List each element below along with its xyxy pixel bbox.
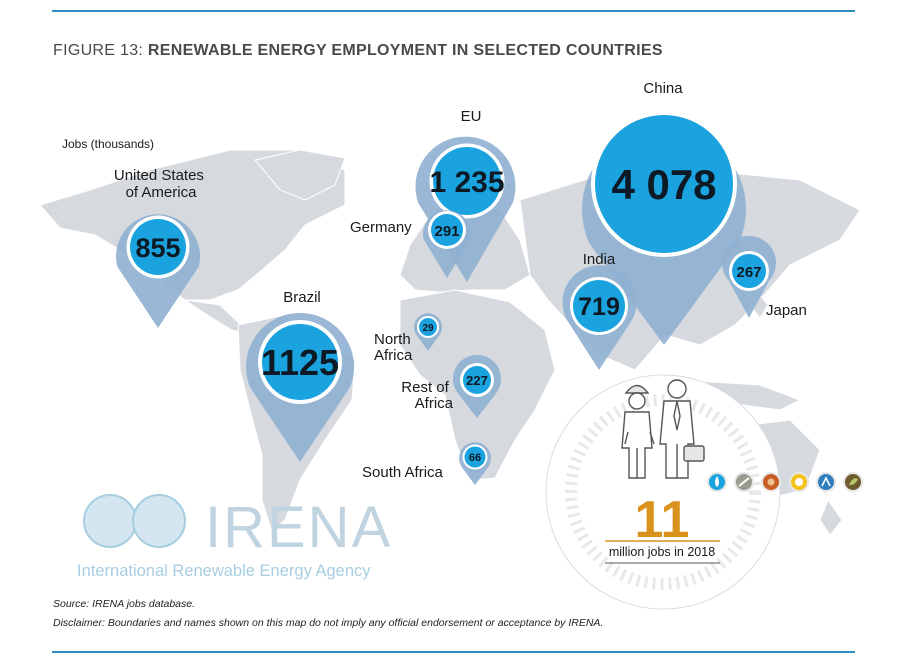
pin-japan[interactable]: 267 Japan: [722, 235, 807, 319]
geothermal-icon: [734, 472, 754, 492]
figure-label: FIGURE 13:: [53, 42, 144, 59]
pin-rest-of-africa-label: Rest of Africa: [401, 379, 453, 412]
pin-eu-value: 1 235: [429, 166, 504, 199]
sector-icons: [707, 472, 863, 492]
pin-north-africa-value: 29: [422, 323, 434, 334]
pin-china-label: China: [643, 80, 683, 97]
pin-north-africa-label-line-1: North: [374, 331, 411, 348]
figure-heading: RENEWABLE ENERGY EMPLOYMENT IN SELECTED …: [147, 42, 663, 59]
top-rule: [52, 10, 855, 12]
pin-south-africa[interactable]: 66 South Africa: [362, 442, 491, 485]
pin-brazil-value: 1125: [261, 342, 339, 383]
pin-germany[interactable]: 291 Germany: [350, 210, 471, 278]
pin-usa[interactable]: 855 United States of America: [114, 167, 208, 328]
biofuels-icon: [843, 472, 863, 492]
disclaimer-note: Disclaimer: Boundaries and names shown o…: [53, 617, 604, 629]
total-jobs-badge: 11 million jobs in 2018: [545, 374, 863, 610]
solar-icon: [789, 472, 809, 492]
total-jobs-value: 11: [635, 491, 690, 549]
pin-usa-value: 855: [135, 233, 180, 263]
pin-india-value: 719: [578, 293, 620, 321]
irena-infinity-globe-icon: [83, 494, 186, 548]
hydropower-icon: [707, 472, 727, 492]
unit-label: Jobs (thousands): [62, 137, 154, 151]
pin-rest-of-africa-value: 227: [466, 373, 488, 388]
pin-brazil[interactable]: 1125 Brazil: [246, 289, 354, 462]
figure-title: FIGURE 13: RENEWABLE ENERGY EMPLOYMENT I…: [53, 42, 663, 60]
pin-south-africa-value: 66: [469, 452, 481, 464]
pin-india-label: India: [583, 251, 616, 268]
pin-eu-disc: [433, 147, 501, 215]
pin-eu-label: EU: [461, 108, 482, 125]
pin-rest-of-africa-label-line-2: Africa: [415, 395, 454, 412]
pin-brazil-label: Brazil: [283, 289, 321, 306]
pin-north-africa-label: North Africa: [374, 331, 415, 364]
pin-usa-label-line-2: of America: [126, 184, 198, 201]
bottom-rule: [52, 651, 855, 653]
pin-north-africa-disc: [419, 318, 437, 336]
total-jobs-caption: million jobs in 2018: [609, 545, 715, 559]
pin-usa-label-line-1: United States: [114, 167, 204, 184]
bioenergy-icon: [761, 472, 781, 492]
pin-china-value: 4 078: [611, 161, 716, 208]
source-note: Source: IRENA jobs database.: [53, 598, 196, 610]
new-zealand-landmass: [819, 498, 843, 536]
pin-south-africa-disc: [464, 446, 486, 468]
pin-eu[interactable]: 1 235 EU: [415, 108, 516, 282]
pin-usa-disc: [130, 219, 186, 275]
pin-japan-value: 267: [736, 264, 761, 281]
irena-logo-name: IRENA: [205, 495, 392, 560]
worker-man-icon: [659, 379, 705, 479]
pin-japan-label: Japan: [766, 302, 807, 319]
pin-south-africa-label: South Africa: [362, 464, 444, 481]
pin-north-africa-label-line-2: Africa: [374, 347, 413, 364]
irena-logo: IRENA International Renewable Energy Age…: [77, 494, 392, 580]
wind-icon: [816, 472, 836, 492]
pin-north-africa[interactable]: 29 North Africa: [374, 313, 443, 364]
pin-brazil-disc: [262, 324, 338, 400]
pin-germany-disc: [431, 214, 463, 246]
total-badge-inner: [565, 394, 761, 590]
pin-japan-disc: [732, 254, 766, 288]
pin-india-disc: [573, 280, 625, 332]
pin-rest-of-africa-disc: [463, 366, 491, 394]
pin-china[interactable]: 4 078 China: [582, 80, 746, 345]
pin-china-disc: [595, 115, 733, 253]
irena-logo-subtitle: International Renewable Energy Agency: [77, 562, 371, 580]
pin-germany-label: Germany: [350, 219, 412, 236]
pin-rest-of-africa[interactable]: 227 Rest of Africa: [401, 354, 501, 418]
greenland-landmass: [254, 149, 346, 201]
pin-germany-value: 291: [434, 223, 459, 240]
worker-woman-icon: [621, 384, 655, 479]
pin-india[interactable]: 719 India: [562, 251, 637, 370]
pin-usa-label: United States of America: [114, 167, 208, 201]
pin-rest-of-africa-label-line-1: Rest of: [401, 379, 449, 396]
